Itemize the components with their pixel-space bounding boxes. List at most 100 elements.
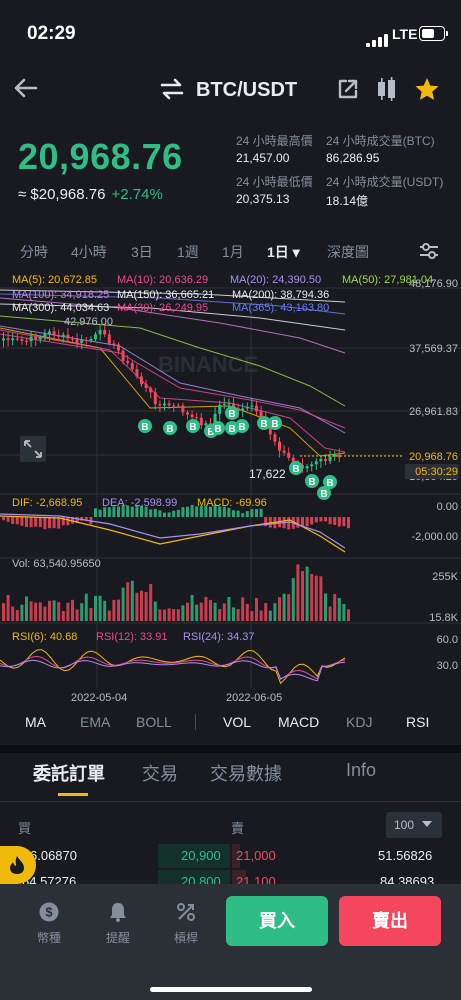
macd-bar [52, 517, 56, 529]
indicator-tab[interactable]: EMA [80, 714, 111, 730]
indicator-tab[interactable]: MA [25, 714, 46, 730]
chart-type-icon[interactable] [375, 77, 399, 101]
buy-button[interactable]: 買入 [226, 896, 328, 946]
tab-trades[interactable]: 交易 [142, 764, 178, 784]
macd-bar [84, 517, 88, 522]
rsi-legend: RSI(6): 40.68 RSI(12): 33.91 RSI(24): 34… [12, 631, 255, 643]
candle [2, 338, 5, 341]
buy-marker: B [257, 416, 271, 430]
volume-bar [195, 604, 199, 621]
swap-icon[interactable] [160, 78, 184, 100]
candle [117, 344, 120, 351]
candle [278, 441, 281, 451]
indicator-tab[interactable]: MACD [278, 714, 320, 730]
candle [107, 334, 111, 344]
candle [195, 417, 199, 419]
volume-bar [57, 602, 61, 621]
sell-button[interactable]: 賣出 [339, 896, 441, 946]
ask-qty: 51.56826 [378, 848, 433, 863]
macd-bar [66, 517, 70, 526]
floating-promo-button[interactable] [0, 846, 36, 884]
volume-bar [48, 600, 51, 621]
y-tick-label: -2,000.00 [412, 531, 458, 543]
candle [144, 384, 148, 389]
depth-select[interactable]: 100 [386, 812, 442, 838]
volume-bar [80, 603, 84, 621]
bid-qty: 6.06870 [30, 848, 77, 863]
volume-bar [144, 591, 148, 621]
macd-bar [43, 517, 47, 530]
macd-bar [11, 517, 15, 524]
volume-bar [222, 603, 226, 621]
volume-bar [121, 587, 125, 621]
indicator-tab[interactable]: VOL [223, 714, 252, 730]
tab-depth[interactable]: 深度圖 [327, 244, 369, 260]
volume-bar [117, 599, 120, 621]
ma-line [0, 327, 346, 457]
tab-interval[interactable]: 1月 [222, 244, 244, 260]
order-book-row[interactable]: 6.06870 20,900 21,000 51.56826 [0, 844, 461, 870]
current-price-label: 20,968.76 [409, 451, 458, 463]
rsi24-label: RSI(24): 34.37 [183, 631, 255, 643]
macd-bar [34, 517, 38, 527]
settings-sliders-icon[interactable] [419, 242, 439, 260]
candle [204, 423, 208, 426]
tab-trade-data[interactable]: 交易數據 [210, 764, 282, 784]
share-icon[interactable] [337, 78, 359, 100]
candle [25, 340, 28, 342]
svg-text:$: $ [45, 905, 53, 920]
volume-bar [103, 600, 107, 621]
indicator-tab[interactable]: KDJ [346, 714, 373, 730]
candle [172, 405, 176, 407]
macd-bar [149, 509, 153, 517]
tab-info[interactable]: Info [346, 760, 377, 780]
volume-bar [236, 609, 240, 621]
volume-bar [282, 593, 286, 621]
volume-bar [301, 571, 304, 621]
tab-interval[interactable]: 4小時 [71, 244, 107, 260]
buy-marker: B [289, 461, 303, 475]
expand-icon[interactable] [20, 436, 46, 462]
candle [333, 454, 337, 457]
indicator-tab[interactable]: RSI [406, 714, 430, 730]
volume-bar [149, 584, 153, 621]
macd-dea: DEA: -2,598.99 [102, 497, 177, 509]
macd-bar [347, 517, 350, 529]
pair-title[interactable]: BTC/USDT [196, 79, 298, 101]
volume-bar [43, 606, 47, 621]
candle [319, 458, 323, 462]
tab-interval-active[interactable]: 1日 ▾ [267, 244, 300, 260]
tab-interval[interactable]: 1週 [177, 244, 199, 260]
macd-bar [199, 505, 203, 517]
dif-line [0, 515, 346, 553]
back-arrow-icon[interactable] [12, 77, 38, 99]
volume-bar [135, 592, 139, 621]
candle [310, 464, 314, 467]
macd-panel [0, 504, 350, 553]
candle [259, 411, 263, 417]
y-tick-label: 0.00 [437, 501, 458, 513]
tab-orders[interactable]: 委託訂單 [33, 764, 105, 784]
nav-label: 提醒 [105, 931, 130, 945]
macd-bar [176, 509, 180, 517]
volume-bar [296, 564, 300, 621]
candle [38, 337, 42, 340]
favorite-star-icon[interactable] [414, 77, 440, 101]
macd-bar [186, 506, 189, 517]
volume-bar [287, 594, 291, 621]
tab-interval[interactable]: 分時 [20, 244, 48, 260]
indicator-tab[interactable]: BOLL [136, 714, 172, 730]
svg-text:B: B [228, 424, 235, 435]
status-time: 02:29 [27, 23, 76, 44]
macd-bar [117, 506, 120, 517]
ma-line [0, 325, 346, 434]
volume-bar [167, 608, 171, 621]
fire-icon [10, 856, 24, 874]
candle [255, 405, 258, 412]
price-change: +2.74% [111, 186, 163, 203]
nav-label: 幣種 [36, 931, 61, 945]
volume-bar [278, 597, 281, 621]
volume-bar [29, 601, 33, 621]
tab-interval[interactable]: 3日 [131, 244, 153, 260]
